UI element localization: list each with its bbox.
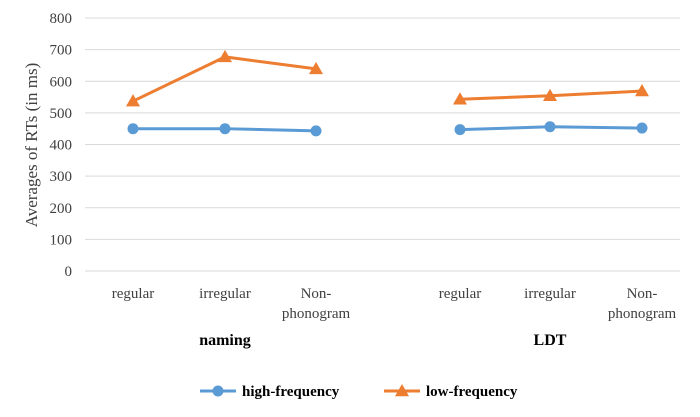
data-point-high-frequency bbox=[310, 125, 322, 137]
data-point-low-frequency bbox=[309, 61, 323, 75]
legend-label: high-frequency bbox=[242, 384, 340, 400]
data-point-high-frequency bbox=[127, 123, 139, 135]
x-tick-label-line: regular bbox=[112, 286, 154, 302]
y-tick-label: 200 bbox=[50, 201, 73, 217]
x-tick-label-line: phonogram bbox=[282, 306, 351, 322]
x-tick-label: irregular bbox=[524, 286, 576, 302]
x-tick-label: regular bbox=[112, 286, 154, 302]
x-tick-label-line: phonogram bbox=[608, 306, 677, 322]
legend-marker bbox=[395, 384, 409, 397]
data-point-low-frequency bbox=[126, 94, 140, 107]
data-point-low-frequency bbox=[218, 49, 232, 63]
legend-label: low-frequency bbox=[426, 384, 518, 400]
y-tick-label: 800 bbox=[50, 11, 73, 27]
y-tick-label: 300 bbox=[50, 169, 73, 185]
y-tick-label: 400 bbox=[50, 138, 73, 154]
group-label-naming: naming bbox=[199, 332, 251, 349]
legend-marker bbox=[212, 385, 224, 397]
x-tick-label: Non-phonogram bbox=[608, 286, 677, 322]
series-line-low-frequency bbox=[132, 55, 317, 103]
data-point-high-frequency bbox=[636, 122, 648, 134]
gridlines bbox=[85, 17, 680, 272]
x-axis-groups: naming LDT bbox=[199, 332, 567, 349]
legend-item-low-frequency: low-frequency bbox=[384, 384, 518, 400]
data-point-high-frequency bbox=[544, 121, 556, 133]
x-tick-label: regular bbox=[439, 286, 481, 302]
x-axis-categories: regular irregular Non-phonogram regular irre… bbox=[112, 286, 677, 322]
legend: high-frequency low-frequency bbox=[200, 384, 518, 400]
y-axis-ticks: 0 100 200 300 400 500 600 700 800 bbox=[50, 11, 73, 280]
data-point-high-frequency bbox=[219, 123, 231, 135]
y-axis-label: Averages of RTs (in ms) bbox=[22, 63, 41, 228]
y-tick-label: 0 bbox=[65, 264, 73, 280]
x-tick-label: Non-phonogram bbox=[282, 286, 351, 322]
x-tick-label-line: Non- bbox=[627, 286, 658, 302]
series-low-frequency bbox=[126, 49, 649, 107]
group-label-ldt: LDT bbox=[534, 332, 567, 349]
y-tick-label: 500 bbox=[50, 106, 73, 122]
data-point-low-frequency bbox=[543, 88, 557, 102]
data-point-high-frequency bbox=[454, 124, 466, 136]
x-tick-label-line: Non- bbox=[301, 286, 332, 302]
series-high-frequency bbox=[127, 121, 648, 137]
data-point-low-frequency bbox=[453, 92, 467, 105]
x-tick-label-line: regular bbox=[439, 286, 481, 302]
y-tick-label: 700 bbox=[50, 43, 73, 59]
y-tick-label: 600 bbox=[50, 74, 73, 90]
legend-item-high-frequency: high-frequency bbox=[200, 384, 340, 400]
x-tick-label-line: irregular bbox=[524, 286, 576, 302]
data-point-low-frequency bbox=[635, 84, 649, 97]
x-tick-label-line: irregular bbox=[199, 286, 251, 302]
y-tick-label: 100 bbox=[50, 232, 73, 248]
series-layer bbox=[126, 49, 649, 137]
x-tick-label: irregular bbox=[199, 286, 251, 302]
